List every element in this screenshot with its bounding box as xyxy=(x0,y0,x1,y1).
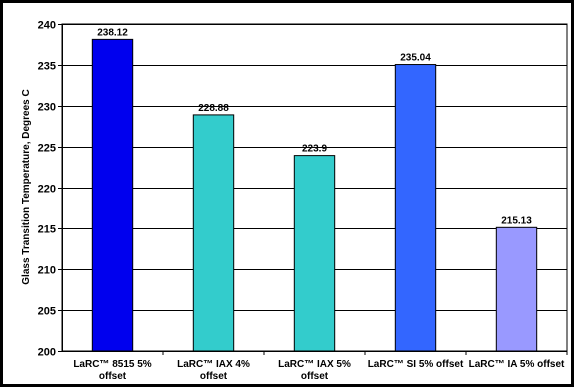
y-tick-label: 230 xyxy=(38,102,56,114)
data-label: 228.88 xyxy=(198,103,229,114)
y-axis-title: Glass Transition Temperature, Degrees C xyxy=(21,89,32,284)
x-tick-label: LaRC™ 8515 5% xyxy=(73,359,151,370)
x-tick-label: LaRC™ IA 5% offset xyxy=(469,359,565,370)
y-tick-label: 200 xyxy=(38,347,56,359)
bar xyxy=(293,155,336,352)
y-tick-label: 240 xyxy=(38,20,56,32)
x-tick-label: offset xyxy=(200,371,228,382)
x-tick-label: LaRC™ IAX 5% xyxy=(278,359,351,370)
y-tick-label: 215 xyxy=(38,224,56,236)
bar xyxy=(394,64,437,352)
data-label: 235.04 xyxy=(400,53,431,64)
data-label: 215.13 xyxy=(501,215,532,226)
plot-area: 200 205 210 215 220 225 230 235 240 238.12 LaRC™ 8… xyxy=(38,20,568,382)
y-tick-label: 210 xyxy=(38,265,56,277)
x-tick-label: offset xyxy=(301,371,329,382)
y-tick-label: 205 xyxy=(38,306,56,318)
bar xyxy=(495,226,538,352)
bar xyxy=(91,38,134,352)
y-tick-label: 225 xyxy=(38,143,56,155)
x-tick-label: LaRC™ IAX 4% xyxy=(177,359,250,370)
x-tick-label: LaRC™ SI 5% offset xyxy=(368,359,464,370)
data-label: 223.9 xyxy=(302,144,327,155)
y-tick-label: 235 xyxy=(38,61,56,73)
y-tick-label: 220 xyxy=(38,184,56,196)
bar xyxy=(192,114,235,352)
data-label: 238.12 xyxy=(97,27,128,38)
x-tick-label: offset xyxy=(99,371,127,382)
